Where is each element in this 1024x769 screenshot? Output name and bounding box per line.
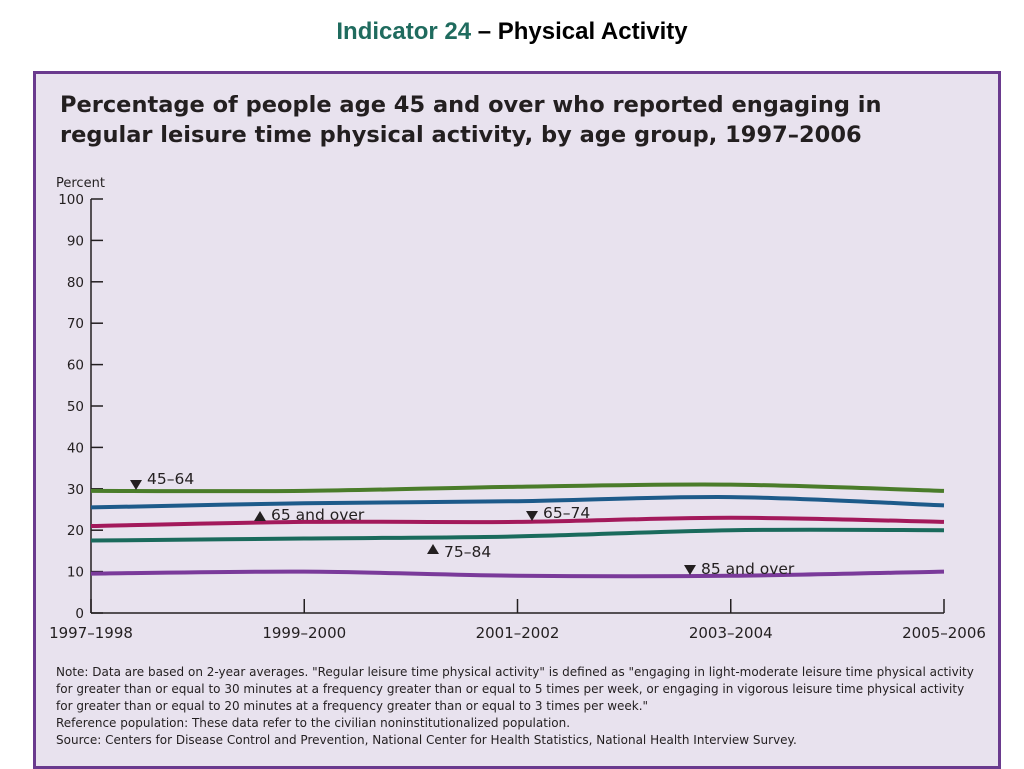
note-reference-population: Reference population: These data refer t… [56, 716, 571, 730]
line-chart: Percent 0 10 20 30 40 50 60 70 80 90 100 1997–1998 19… [49, 176, 986, 642]
x-tick-label: 2003–2004 [689, 624, 773, 642]
chart-title: Percentage of people age 45 and over who… [60, 92, 882, 148]
series-line-4 [90, 569, 945, 579]
series-label-marker-2 [526, 511, 538, 521]
y-tick-label: 80 [67, 275, 84, 291]
series-line-3 [90, 527, 945, 543]
y-tick-label: 90 [67, 233, 84, 249]
y-tick-label: 60 [67, 358, 84, 374]
y-tick-label: 50 [67, 399, 84, 415]
x-tick-label: 2001–2002 [476, 624, 560, 642]
y-tick-label: 40 [67, 440, 84, 456]
indicator-number: Indicator 24 [336, 18, 472, 45]
series-label-marker-0 [130, 480, 142, 490]
y-tick-label: 20 [67, 523, 84, 539]
y-axis-label: Percent [56, 176, 105, 191]
indicator-topic: – Physical Activity [471, 18, 688, 45]
y-tick-label: 70 [67, 316, 84, 332]
note-source: Source: Centers for Disease Control and … [56, 733, 797, 747]
y-tick-label: 0 [75, 606, 84, 622]
series-label-1: 65 and over [271, 506, 365, 524]
series-label-2: 65–74 [543, 504, 590, 522]
x-tick-label: 2005–2006 [902, 624, 986, 642]
series-label-3: 75–84 [444, 543, 491, 561]
series-label-marker-4 [684, 565, 696, 575]
y-tick-label: 10 [67, 565, 84, 581]
y-tick-label: 100 [58, 192, 84, 208]
series-label-marker-3 [427, 544, 439, 554]
series-line-1 [90, 494, 945, 510]
series-label-marker-1 [254, 511, 266, 521]
series-line-2 [90, 515, 945, 529]
page-heading: Indicator 24 – Physical Activity [0, 18, 1024, 46]
series-label-4: 85 and over [701, 560, 795, 578]
chart-notes: Note: Data are based on 2-year averages.… [56, 664, 976, 749]
note-definition: Note: Data are based on 2-year averages.… [56, 665, 974, 713]
series-line-0 [90, 482, 945, 494]
x-tick-label: 1999–2000 [262, 624, 346, 642]
x-tick-label: 1997–1998 [49, 624, 133, 642]
series-label-0: 45–64 [147, 470, 194, 488]
y-tick-label: 30 [67, 482, 84, 498]
chart-panel: Percentage of people age 45 and over who… [33, 71, 1001, 769]
